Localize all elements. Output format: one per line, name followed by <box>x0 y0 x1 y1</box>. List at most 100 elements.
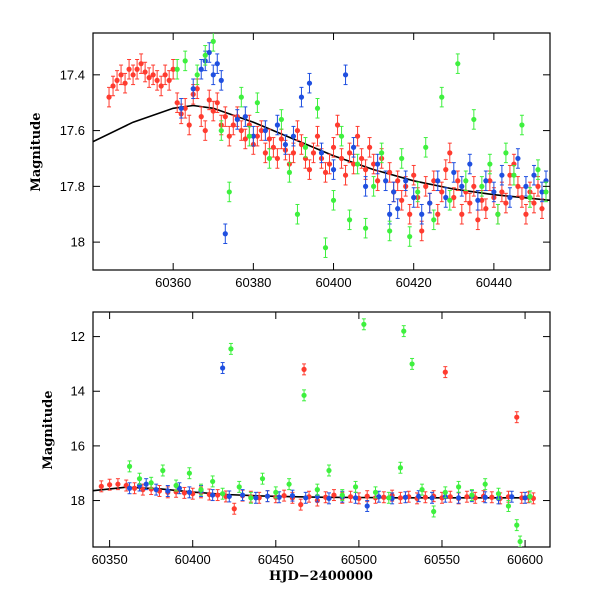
bottom-panel-frame <box>92 311 551 548</box>
bottom-data-point <box>220 487 226 500</box>
top-data-point <box>130 64 136 86</box>
bottom-data-point <box>495 487 502 500</box>
top-data-point <box>515 176 521 197</box>
top-data-point <box>383 170 389 192</box>
bottom-x-tick-label: 60600 <box>507 552 543 567</box>
bottom-x-tick-label: 60450 <box>258 552 294 567</box>
top-data-point <box>395 198 401 219</box>
top-data-point <box>322 237 329 258</box>
bottom-data-point <box>239 489 246 502</box>
bottom-data-point <box>298 498 304 511</box>
top-data-point <box>326 153 333 175</box>
bottom-x-tick-label: 60350 <box>92 552 128 567</box>
top-data-point <box>395 170 401 192</box>
top-y-tick-label: 17.6 <box>60 123 85 138</box>
bottom-data-point <box>248 491 254 504</box>
top-data-point <box>539 181 545 203</box>
top-data-point <box>126 58 132 80</box>
top-data-point <box>451 162 457 183</box>
top-data-point <box>246 125 252 147</box>
bottom-data-point <box>198 483 204 496</box>
bottom-y-axis-title: Magnitude <box>41 390 56 469</box>
top-data-point <box>194 64 200 86</box>
top-data-point <box>354 153 361 175</box>
top-data-point <box>491 181 497 203</box>
bottom-data-point <box>527 490 533 503</box>
bottom-data-point <box>514 519 520 532</box>
top-data-point <box>218 120 224 141</box>
bottom-data-point <box>352 480 359 493</box>
top-data-point <box>423 137 429 158</box>
top-data-point <box>346 142 353 164</box>
top-data-point <box>451 187 457 208</box>
bottom-data-point <box>253 491 259 504</box>
bottom-data-point <box>361 318 367 331</box>
bottom-x-tick-label: 60550 <box>424 552 460 567</box>
top-panel: 60360 60380 60400 60420 6044017.417.617.818 … <box>29 32 551 290</box>
bottom-data-point <box>509 490 515 503</box>
top-data-point <box>495 203 501 225</box>
bottom-data-point <box>406 490 412 503</box>
bottom-data-point <box>339 489 345 502</box>
bottom-data-point <box>303 491 309 504</box>
top-data-point <box>222 106 228 127</box>
bottom-data-point <box>148 476 154 489</box>
top-data-point <box>403 170 409 192</box>
top-data-point <box>483 198 489 219</box>
top-data-point <box>471 176 477 197</box>
top-data-point <box>531 164 537 186</box>
bottom-data-point <box>326 464 332 477</box>
top-data-point <box>218 70 224 91</box>
top-data-point <box>226 181 232 203</box>
top-data-point <box>302 137 309 158</box>
top-data-point <box>503 142 509 164</box>
top-data-point <box>375 153 381 175</box>
top-data-point <box>262 142 268 164</box>
top-data-point <box>150 64 156 86</box>
top-data-point <box>186 114 192 136</box>
top-data-point <box>431 170 437 192</box>
top-data-point <box>447 142 453 164</box>
top-x-tick-label: 60380 <box>235 275 271 290</box>
top-data-point <box>387 162 393 183</box>
top-data-point <box>206 89 212 111</box>
bottom-data-point <box>273 486 279 499</box>
top-data-point <box>371 153 377 175</box>
bottom-y-tick-label: 14 <box>71 384 85 399</box>
top-data-point <box>322 162 329 183</box>
top-data-point <box>210 33 216 52</box>
bottom-data-point <box>401 325 407 338</box>
bottom-data-point <box>107 478 113 491</box>
bottom-data-point <box>301 363 307 376</box>
top-x-tick-label: 60400 <box>315 275 351 290</box>
bottom-data-point <box>286 478 292 491</box>
bottom-x-axis-title: HJD−2400000 <box>269 569 373 584</box>
top-data-point <box>435 170 441 192</box>
top-data-point <box>507 187 513 208</box>
bottom-data-point <box>514 411 520 424</box>
bottom-data-point <box>153 483 159 496</box>
top-data-point <box>415 181 421 203</box>
top-data-point <box>519 187 525 208</box>
top-data-point <box>367 137 373 158</box>
top-data-point <box>338 148 345 169</box>
bottom-data-point <box>143 478 149 491</box>
top-data-point <box>154 70 160 91</box>
bottom-data-point <box>364 490 370 503</box>
top-data-point <box>387 220 393 242</box>
top-panel-frame <box>92 32 551 271</box>
top-data-point <box>342 164 349 186</box>
top-x-tick-label: 60420 <box>396 275 432 290</box>
top-data-point <box>427 192 433 214</box>
top-data-point <box>479 176 485 197</box>
top-data-point <box>122 72 128 94</box>
top-data-point <box>278 109 285 130</box>
bottom-data-point <box>442 486 448 499</box>
bottom-y-tick-label: 16 <box>71 438 85 453</box>
bottom-data-point <box>289 489 296 502</box>
top-data-point <box>198 106 204 127</box>
top-data-point <box>443 187 449 208</box>
top-y-tick-label: 18 <box>71 235 85 250</box>
top-data-point <box>499 164 505 186</box>
